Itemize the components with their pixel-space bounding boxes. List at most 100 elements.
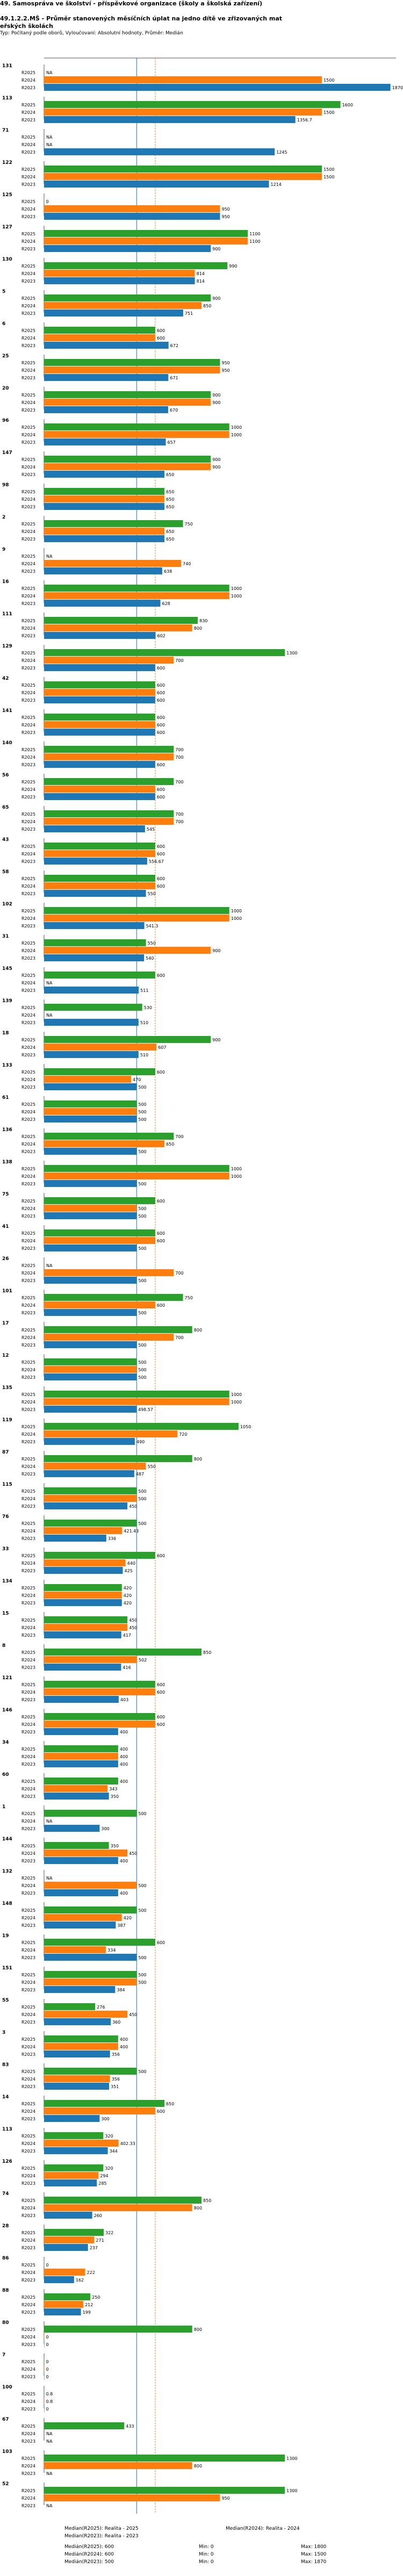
bar	[44, 84, 391, 91]
series-label: R2023	[21, 2439, 35, 2444]
group-label: 111	[2, 611, 12, 617]
data-label: 800	[194, 2464, 202, 2469]
data-label: 222	[87, 2270, 95, 2275]
bar	[44, 423, 229, 430]
data-label: 500	[138, 1883, 146, 1888]
bar	[44, 327, 155, 334]
data-label: 502	[139, 1658, 147, 1663]
series-label: R2024	[21, 1335, 35, 1340]
data-label: 0	[46, 2367, 49, 2372]
data-label: 800	[194, 2206, 202, 2211]
group-label: 12	[2, 1353, 9, 1358]
bar	[44, 947, 211, 954]
series-label: R2025	[21, 2230, 35, 2235]
series-label: R2025	[21, 1070, 35, 1075]
data-label: 350	[111, 1844, 119, 1848]
series-label: R2023	[21, 859, 35, 864]
series-label: R2023	[21, 634, 35, 638]
series-label: R2025	[21, 2134, 35, 2139]
series-label: R2024	[21, 2367, 35, 2372]
bar	[44, 2197, 202, 2204]
group-label: 55	[2, 1998, 9, 2003]
group-label: 121	[2, 1675, 12, 1681]
series-label: R2023	[21, 2181, 35, 2186]
bar	[44, 391, 211, 398]
series-label: R2025	[21, 1005, 35, 1010]
bar	[44, 1810, 137, 1817]
bar	[44, 567, 162, 574]
series-label: R2025	[21, 1811, 35, 1816]
data-label: 0	[46, 2407, 49, 2412]
bar	[44, 2229, 104, 2236]
data-label: 500	[138, 2069, 146, 2074]
series-label: R2024	[21, 1110, 35, 1114]
data-label: 700	[175, 780, 183, 785]
series-label: R2024	[21, 1754, 35, 1759]
data-label: 1500	[323, 175, 334, 179]
data-label: 0	[46, 2342, 49, 2347]
series-label: R2023	[21, 730, 35, 735]
data-label: 1000	[231, 1392, 242, 1397]
data-label: 500	[138, 1102, 146, 1107]
data-label: 650	[166, 472, 174, 477]
series-label: R2023	[21, 1182, 35, 1186]
series-label: R2023	[21, 1697, 35, 1702]
na-label: NA	[46, 554, 53, 559]
bar	[44, 793, 155, 800]
series-label: R2023	[21, 1891, 35, 1896]
chart-subtitle: Typ: Počítaný podle oborů, Vyloučovaní: …	[0, 31, 183, 36]
bar	[44, 1237, 155, 1244]
data-label: 1500	[323, 110, 334, 115]
series-label: R2025	[21, 1650, 35, 1655]
series-label: R2023	[21, 1407, 35, 1412]
data-label: 500	[138, 1085, 146, 1090]
series-label: R2024	[21, 2174, 35, 2178]
bar	[44, 2172, 99, 2179]
data-label: 700	[175, 747, 183, 752]
data-label: 344	[110, 2149, 118, 2154]
bar	[44, 116, 296, 123]
data-label: 1000	[231, 1400, 242, 1405]
data-label: 498.57	[138, 1407, 153, 1412]
bar	[44, 1391, 229, 1398]
data-label: 600	[157, 715, 165, 720]
data-label: 650	[166, 497, 174, 502]
data-label: 900	[212, 457, 220, 462]
data-label: 1000	[231, 425, 242, 430]
title-line-1: 49. Samospráva ve školství - příspěvkové…	[0, 0, 263, 7]
series-label: R2023	[21, 2020, 35, 2025]
bar	[44, 2212, 92, 2219]
series-label: R2023	[21, 1955, 35, 1960]
data-label: 212	[85, 2302, 93, 2307]
bar	[44, 882, 155, 889]
bar	[44, 1842, 109, 1849]
series-label: R2024	[21, 336, 35, 341]
bar	[44, 939, 146, 946]
bar	[44, 721, 155, 728]
bar	[44, 1599, 122, 1606]
series-label: R2023	[21, 537, 35, 542]
data-label: 700	[175, 658, 183, 663]
data-label: 700	[175, 1335, 183, 1340]
bar	[44, 1584, 122, 1591]
bar	[44, 166, 322, 172]
bar	[44, 2043, 118, 2050]
series-label: R2023	[21, 2117, 35, 2121]
group-label: 145	[2, 966, 12, 972]
bar	[44, 148, 275, 155]
series-label: R2023	[21, 182, 35, 187]
series-label: R2023	[21, 2084, 35, 2089]
data-label: 162	[76, 2278, 84, 2283]
series-label: R2024	[21, 1496, 35, 1501]
bar	[44, 1986, 116, 1993]
group-label: 127	[2, 225, 12, 230]
bar	[44, 1334, 174, 1341]
data-label: 400	[120, 1891, 128, 1896]
bar	[44, 2261, 45, 2268]
data-label: 500	[138, 1908, 146, 1913]
group-label: 25	[2, 354, 9, 359]
data-label: 1500	[323, 167, 334, 172]
series-label: R2023	[21, 247, 35, 251]
data-label: 500	[138, 1811, 146, 1816]
series-label: R2025	[21, 1876, 35, 1881]
